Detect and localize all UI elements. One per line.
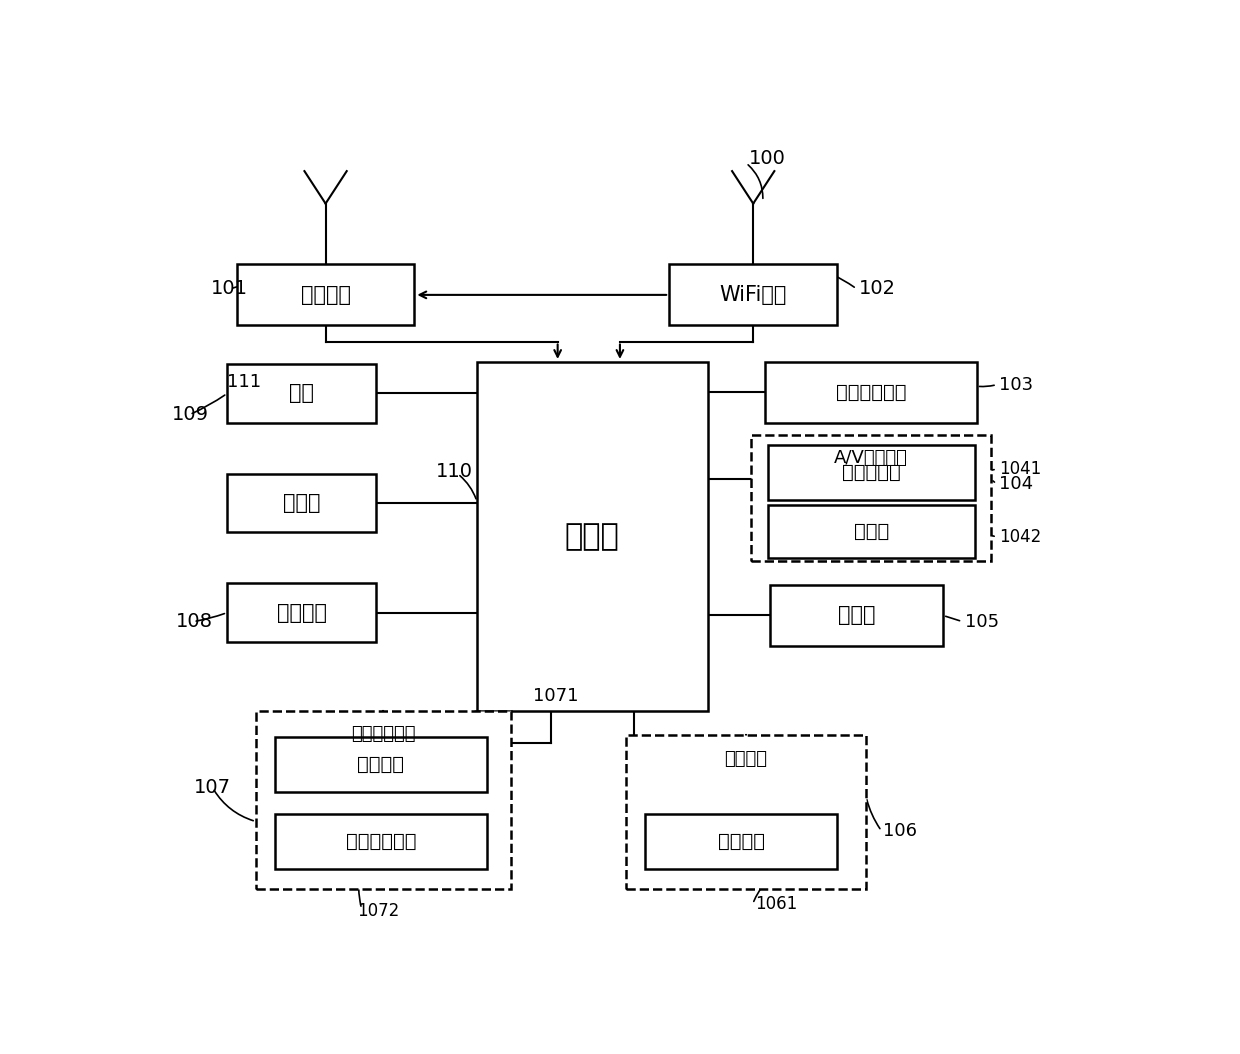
Bar [770, 585, 942, 646]
Text: 107: 107 [193, 779, 231, 798]
Text: 111: 111 [227, 373, 262, 391]
Bar [227, 584, 376, 642]
Bar [768, 506, 975, 559]
Text: 100: 100 [749, 150, 786, 169]
Bar [477, 362, 708, 710]
Text: WiFi模块: WiFi模块 [719, 285, 787, 305]
Text: A/V输入单元: A/V输入单元 [835, 449, 908, 468]
Bar [275, 737, 486, 792]
Text: 104: 104 [998, 474, 1033, 492]
Text: 1071: 1071 [533, 687, 578, 705]
Bar [626, 736, 866, 890]
Text: 触控面板: 触控面板 [357, 755, 404, 774]
Text: 麦克风: 麦克风 [854, 523, 889, 542]
Bar [275, 814, 486, 870]
Bar [765, 362, 977, 423]
Text: 102: 102 [858, 279, 895, 298]
Text: 其他输入设备: 其他输入设备 [346, 832, 417, 851]
Text: 存储器: 存储器 [283, 493, 320, 513]
Bar [768, 445, 975, 500]
Text: 射频单元: 射频单元 [300, 285, 351, 305]
Text: 103: 103 [998, 375, 1033, 393]
Text: 接口单元: 接口单元 [277, 603, 326, 623]
Text: 108: 108 [176, 612, 213, 631]
Text: 处理器: 处理器 [565, 522, 620, 551]
Text: 105: 105 [965, 612, 999, 630]
Text: 显示单元: 显示单元 [724, 749, 768, 767]
Text: 电源: 电源 [289, 384, 314, 404]
Text: 用户输入单元: 用户输入单元 [351, 725, 415, 743]
Text: 110: 110 [435, 462, 472, 481]
Text: 1042: 1042 [998, 528, 1042, 546]
Bar [670, 265, 837, 326]
Text: 图形处理器: 图形处理器 [842, 463, 900, 482]
Text: 传感器: 传感器 [838, 605, 875, 625]
Text: 106: 106 [883, 822, 918, 840]
Text: 音频输出单元: 音频输出单元 [836, 383, 906, 402]
Text: 101: 101 [211, 279, 248, 298]
Text: 显示面板: 显示面板 [718, 832, 765, 851]
Bar [645, 814, 837, 870]
Text: 109: 109 [172, 405, 210, 424]
Bar [227, 474, 376, 532]
Bar [237, 265, 414, 326]
Bar [751, 435, 991, 561]
Text: 1061: 1061 [755, 895, 797, 913]
Bar [255, 710, 511, 890]
Text: 1041: 1041 [998, 460, 1042, 477]
Text: 1072: 1072 [357, 902, 399, 920]
Bar [227, 365, 376, 423]
